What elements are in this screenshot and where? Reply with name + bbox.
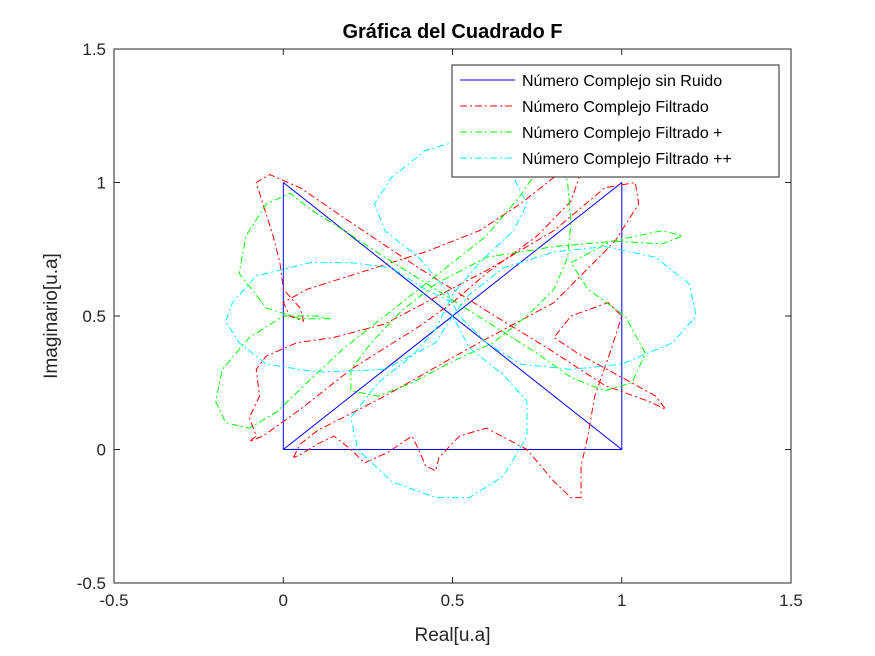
y-tick-label: 1.5 bbox=[82, 40, 106, 59]
y-tick-label: 0 bbox=[97, 441, 106, 460]
x-tick-label: -0.5 bbox=[99, 591, 128, 610]
series-line-4 bbox=[225, 142, 697, 499]
legend-label-1: Número Complejo sin Ruido bbox=[522, 73, 722, 90]
legend: Número Complejo sin Ruido Número Complejo… bbox=[451, 64, 780, 178]
y-axis-label: Imaginario[u.a] bbox=[41, 253, 62, 379]
legend-label-3: Número Complejo Filtrado + bbox=[522, 125, 723, 142]
chart-title: Gráfica del Cuadrado F bbox=[342, 21, 562, 43]
ticks-layer: -0.5 0 0.5 1 1.5 -0.5 0 0.5 1 1.5 bbox=[77, 40, 803, 610]
x-tick-label: 1 bbox=[617, 591, 626, 610]
series-line-3 bbox=[215, 155, 684, 429]
y-tick-label: 1 bbox=[97, 174, 106, 193]
x-tick-label: 1.5 bbox=[779, 591, 803, 610]
x-tick-label: 0 bbox=[279, 591, 288, 610]
y-tick-label: -0.5 bbox=[77, 574, 106, 593]
series-layer bbox=[215, 142, 697, 499]
x-tick-label: 0.5 bbox=[441, 591, 465, 610]
legend-label-4: Número Complejo Filtrado ++ bbox=[522, 151, 732, 168]
series-line-2 bbox=[248, 160, 667, 499]
y-tick-label: 0.5 bbox=[82, 307, 106, 326]
x-axis-label: Real[u.a] bbox=[414, 625, 490, 646]
legend-label-2: Número Complejo Filtrado bbox=[522, 99, 709, 116]
